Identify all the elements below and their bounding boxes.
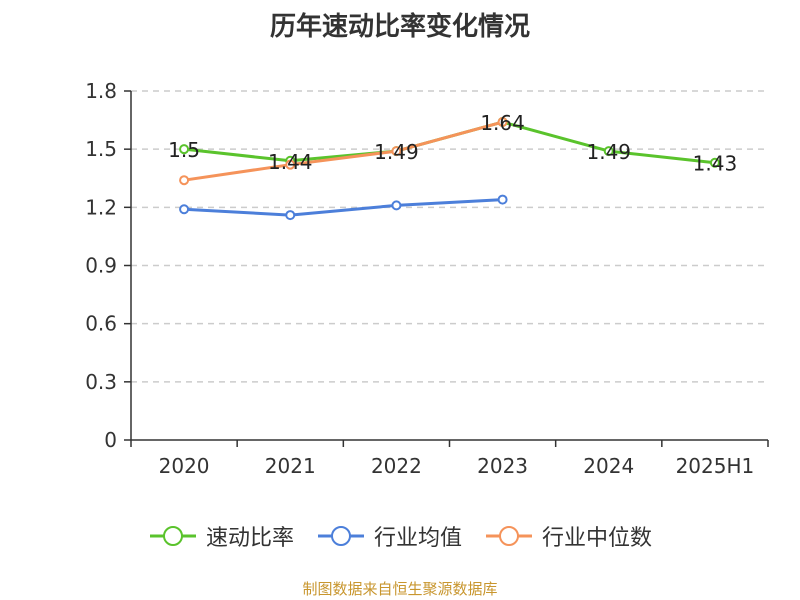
data-label: 1.49 [374,140,419,164]
y-tick-label: 1.8 [85,79,117,103]
data-point [285,159,296,170]
data-point [179,204,190,215]
data-point [497,194,508,205]
legend-label: 行业均值 [373,526,462,551]
source-note: 制图数据来自恒生聚源数据库 [302,580,498,598]
data-point [179,144,190,155]
legend-item[interactable]: 行业中位数 [484,520,652,552]
y-tick-label: 1.2 [85,195,117,219]
data-label: 1.49 [586,140,631,164]
legend-item[interactable]: 速动比率 [148,520,294,552]
legend-line-circle-icon [317,526,364,546]
x-tick-label: 2024 [583,454,634,478]
data-point [391,200,402,211]
y-tick-label: 0.3 [85,370,117,394]
x-tick-label: 2023 [477,454,528,478]
data-point [179,175,190,186]
data-point [285,210,296,221]
y-tick-label: 0.6 [85,312,117,336]
data-point [497,117,508,128]
data-point [709,157,720,168]
y-tick-label: 1.5 [85,137,117,161]
x-tick-label: 2022 [371,454,422,478]
legend-label: 速动比率 [205,526,294,551]
y-tick-label: 0 [104,428,117,452]
data-label: 1.64 [480,111,525,135]
legend: 速动比率 行业均值 行业中位数 [0,520,800,552]
data-point [391,146,402,157]
x-tick-label: 2020 [159,454,210,478]
data-point [603,146,614,157]
legend-label: 行业中位数 [542,526,653,551]
chart-title: 历年速动比率变化情况 [269,12,530,42]
series-line-0 [183,120,716,165]
x-tick-label: 2025H1 [676,454,755,478]
data-label: 1.44 [268,150,313,174]
series-line-1 [184,198,503,217]
data-label: 1.5 [168,138,200,162]
x-tick-label: 2021 [265,454,316,478]
series-line-2 [183,120,503,182]
data-label: 1.43 [693,152,738,176]
legend-line-circle-icon [486,526,532,546]
legend-item[interactable]: 行业均值 [316,520,462,552]
y-tick-label: 0.9 [85,254,117,278]
legend-line-circle-icon [149,526,196,546]
